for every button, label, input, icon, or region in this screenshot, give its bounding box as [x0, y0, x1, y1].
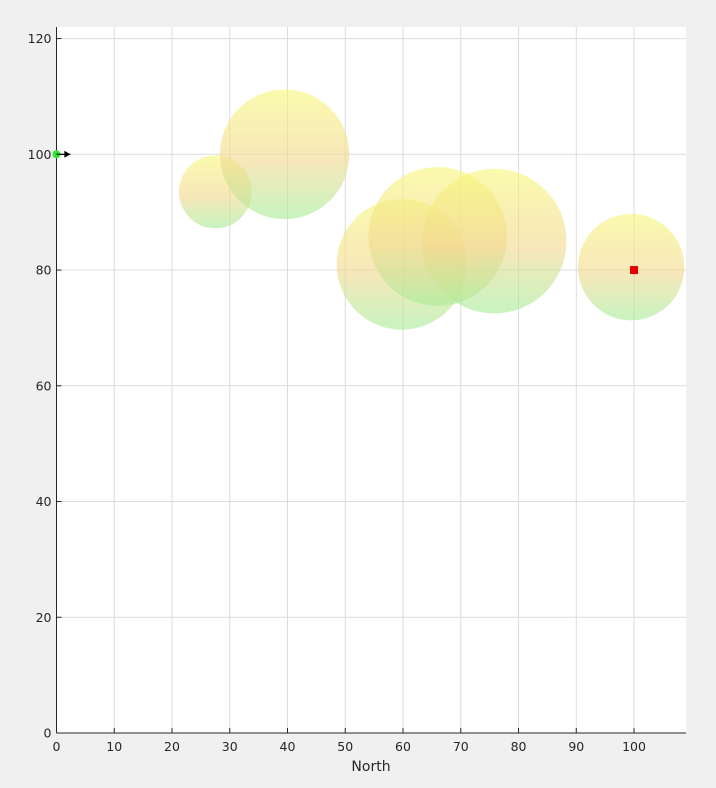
obstacles — [178, 89, 685, 330]
y-tick-label: 20 — [36, 610, 52, 625]
x-tick-label: 0 — [53, 739, 61, 754]
x-axis-label: North — [351, 759, 390, 775]
y-tick-label: 0 — [44, 726, 52, 741]
plot-area — [56, 27, 686, 733]
x-tick-label: 60 — [395, 739, 411, 754]
x-tick-label: 50 — [337, 739, 353, 754]
x-tick-label: 100 — [622, 739, 646, 754]
y-tick-label: 60 — [36, 378, 52, 393]
x-tick-label: 40 — [280, 739, 296, 754]
obstacle-circle — [422, 168, 567, 314]
x-tick-label: 80 — [511, 739, 527, 754]
x-tick-label: 30 — [222, 739, 238, 754]
y-tick-label: 40 — [36, 494, 52, 509]
x-tick-label: 70 — [453, 739, 469, 754]
x-tick-label: 90 — [568, 739, 584, 754]
obstacle-circle — [219, 89, 350, 220]
y-tick-label: 120 — [28, 31, 52, 46]
x-tick-label: 20 — [164, 739, 180, 754]
heading-arrow-head — [64, 150, 71, 158]
goal-marker — [630, 266, 639, 275]
y-tick-label: 100 — [28, 147, 52, 162]
markers — [52, 150, 639, 275]
x-tick-label: 10 — [106, 739, 122, 754]
tick-labels: 0 10 20 30 40 50 60 70 80 90 100 0 20 40 60 80 100 120 — [28, 31, 646, 754]
y-tick-label: 80 — [36, 263, 52, 278]
